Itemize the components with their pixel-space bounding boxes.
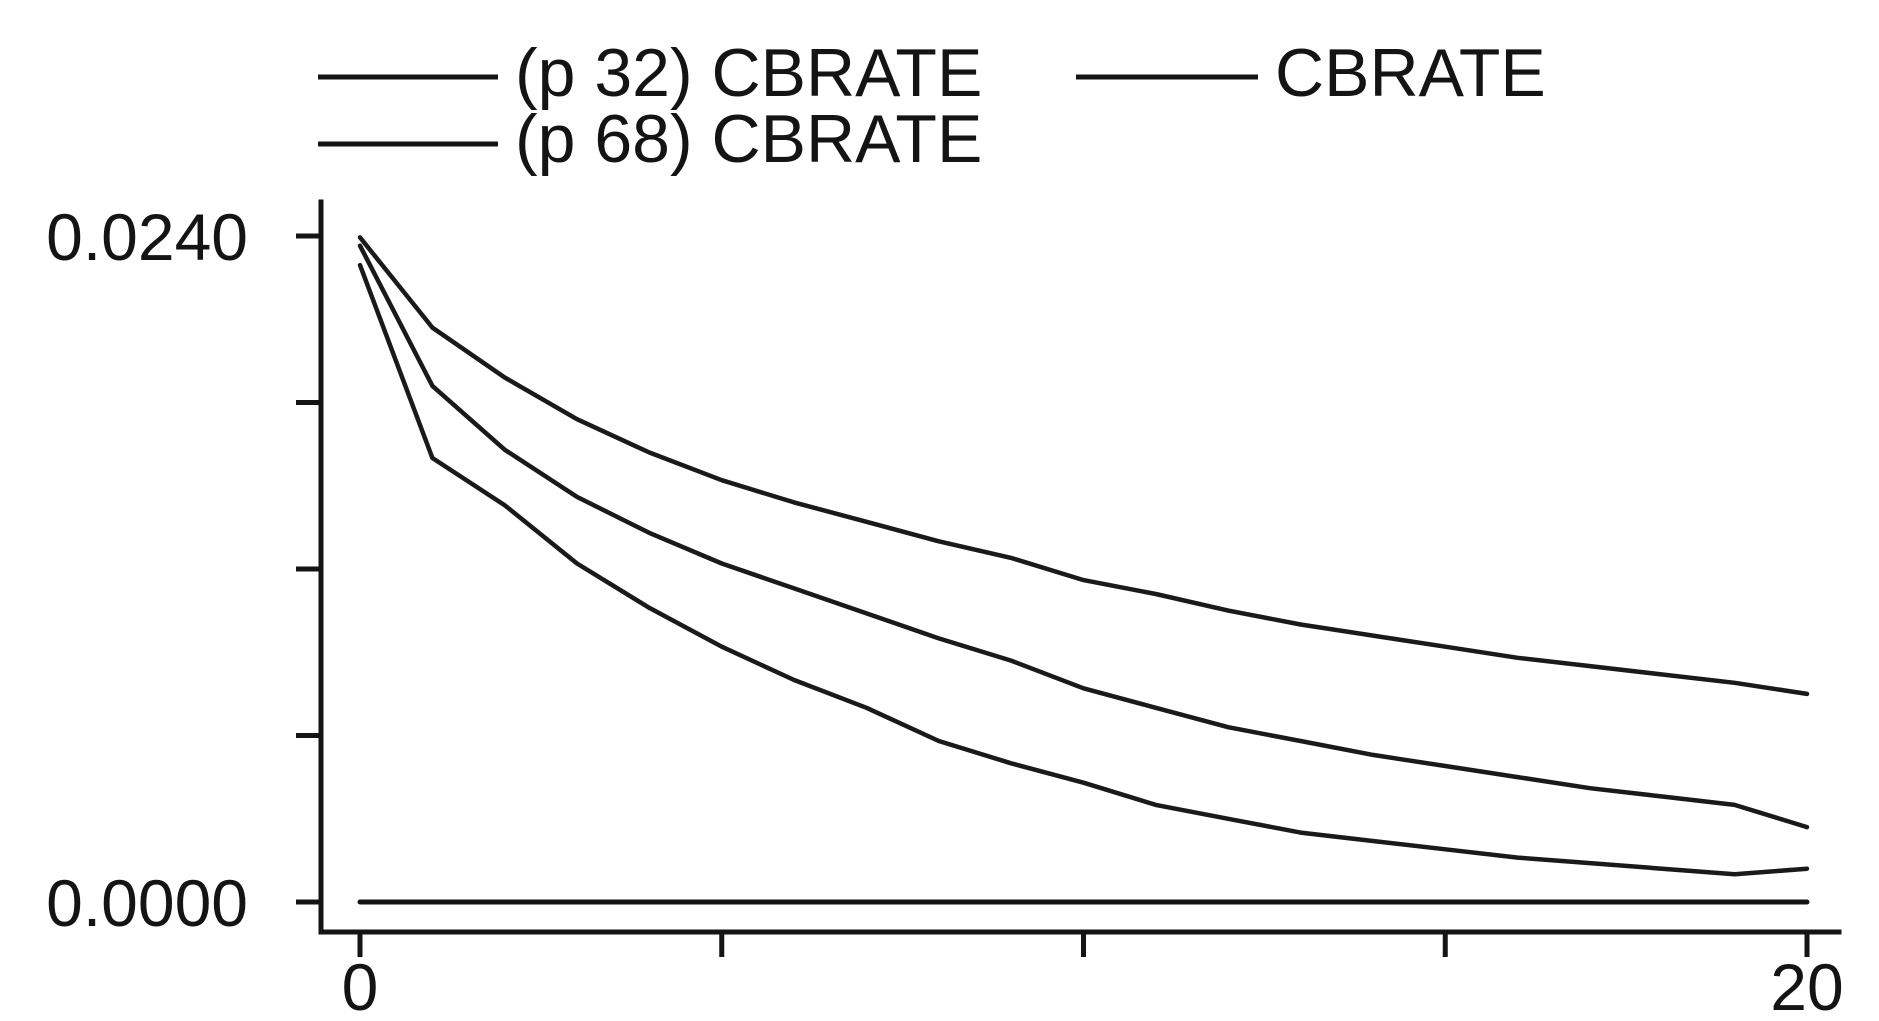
- axes: 0.0000 0.0240 0 20: [46, 199, 1844, 1021]
- series-line-p-32-cbrate: [357, 262, 1810, 877]
- x-tick-label: 0: [342, 950, 379, 1021]
- x-ticks: 0 20: [342, 932, 1844, 1021]
- series-line-cbrate: [357, 243, 1810, 830]
- legend-label-cbrate: CBRATE: [1275, 35, 1546, 111]
- series-line-p-68-cbrate: [357, 235, 1810, 697]
- y-tick-label: 0.0000: [46, 866, 248, 940]
- plot-area: [357, 235, 1810, 905]
- legend: (p 32) CBRATE CBRATE (p 68) CBRATE: [318, 35, 1546, 177]
- y-ticks: 0.0000 0.0240: [46, 200, 321, 940]
- x-tick-label: 20: [1770, 950, 1843, 1021]
- y-tick-label: 0.0240: [46, 200, 248, 274]
- legend-label-p68: (p 68) CBRATE: [515, 101, 982, 177]
- legend-label-p32: (p 32) CBRATE: [515, 35, 982, 111]
